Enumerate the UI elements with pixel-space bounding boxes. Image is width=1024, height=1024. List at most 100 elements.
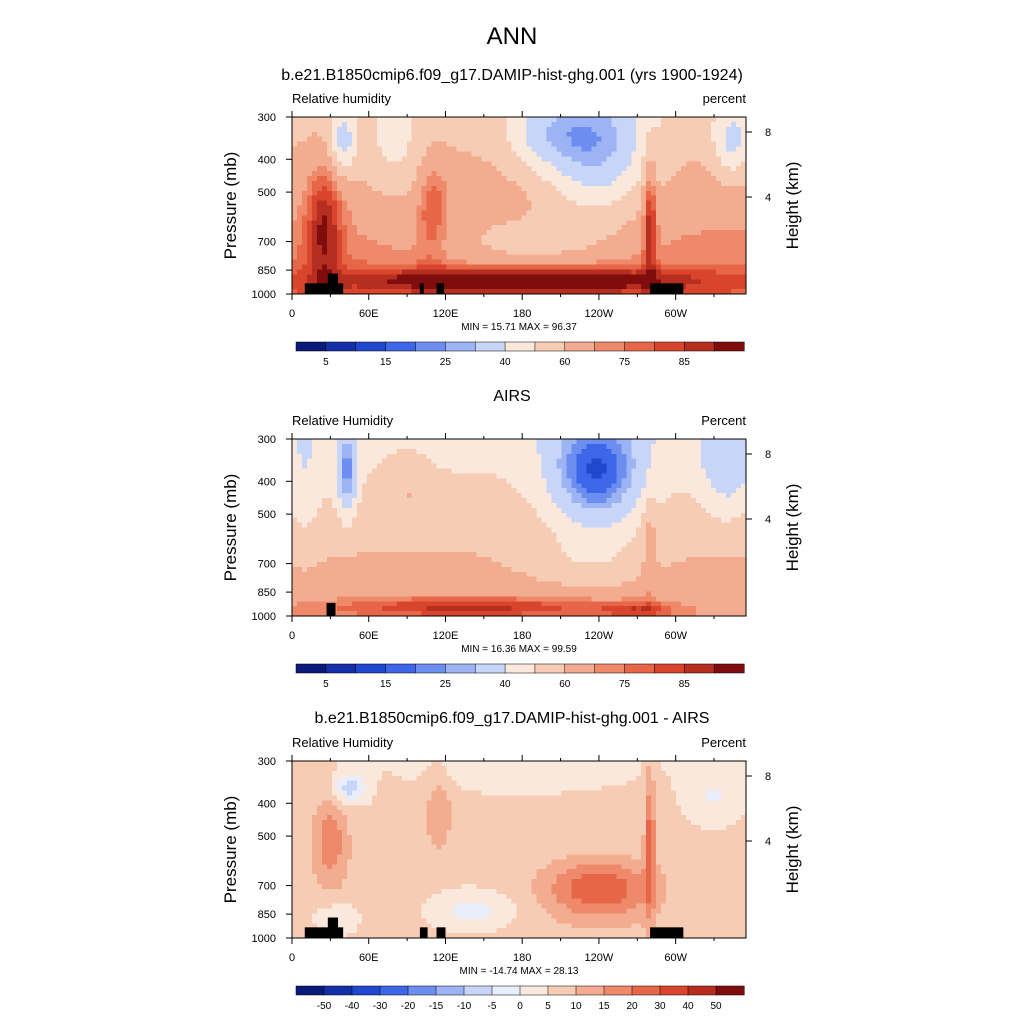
contour-cell — [361, 284, 368, 290]
contour-cell — [371, 200, 378, 207]
contour-cell — [401, 166, 408, 172]
contour-cell — [706, 259, 712, 266]
contour-cell — [411, 596, 418, 602]
contour-cell — [436, 274, 443, 280]
contour-cell — [296, 225, 303, 231]
contour-cell — [336, 448, 343, 455]
contour-cell — [711, 200, 717, 207]
contour-cell — [636, 190, 642, 197]
contour-cell — [366, 274, 373, 280]
contour-cell — [531, 284, 538, 290]
contour-cell — [431, 547, 438, 553]
contour-cell — [506, 557, 513, 563]
contour-cell — [696, 151, 702, 157]
contour-cell — [666, 190, 672, 197]
contour-cell — [611, 171, 617, 177]
contour-cell — [631, 156, 637, 162]
contour-cell — [516, 488, 523, 494]
contour-cell — [471, 502, 478, 509]
contour-cell — [716, 235, 722, 241]
contour-cell — [426, 576, 433, 583]
contour-cell — [576, 220, 582, 226]
contour-cell — [706, 215, 712, 221]
contour-cell — [461, 156, 468, 162]
contour-cell — [506, 259, 513, 266]
contour-cell — [661, 215, 667, 221]
contour-cell — [721, 244, 727, 251]
contour-cell — [651, 225, 657, 231]
contour-cell — [341, 601, 348, 607]
contour-cell — [551, 146, 558, 153]
contour-cell — [461, 586, 468, 593]
contour-cell — [531, 200, 538, 207]
contour-cell — [326, 458, 333, 465]
contour-cell — [591, 195, 597, 202]
contour-cell — [511, 141, 518, 148]
contour-cell — [516, 225, 523, 231]
contour-cell — [311, 606, 318, 612]
contour-cell — [586, 121, 592, 128]
contour-cell — [296, 215, 303, 221]
contour-cell — [721, 220, 727, 226]
contour-cell — [486, 581, 493, 588]
contour-cell — [711, 279, 717, 285]
contour-cell — [651, 131, 657, 138]
contour-cell — [541, 225, 548, 231]
contour-cell — [731, 126, 737, 133]
contour-cell — [486, 205, 493, 212]
contour-cell — [621, 185, 627, 192]
contour-cell — [561, 254, 567, 261]
contour-cell — [496, 606, 503, 612]
contour-cell — [416, 235, 423, 241]
contour-cell — [736, 220, 742, 226]
contour-cell — [451, 517, 458, 524]
contour-cell — [411, 522, 418, 529]
contour-cell — [461, 200, 468, 207]
contour-cell — [561, 269, 567, 275]
contour-cell — [626, 200, 632, 207]
contour-cell — [626, 180, 632, 187]
contour-cell — [501, 126, 508, 133]
contour-cell — [701, 176, 707, 182]
contour-cell — [631, 171, 637, 177]
contour-cell — [511, 576, 518, 583]
contour-cell — [366, 488, 373, 494]
contour-cell — [296, 552, 303, 558]
contour-cell — [471, 205, 478, 212]
contour-cell — [701, 195, 707, 202]
contour-cell — [356, 468, 363, 475]
contour-cell — [556, 249, 563, 256]
contour-cell — [391, 141, 398, 148]
contour-cell — [486, 586, 493, 593]
contour-cell — [501, 264, 508, 271]
contour-cell — [446, 161, 453, 167]
contour-cell — [456, 498, 463, 504]
contour-cell — [486, 259, 493, 266]
contour-cell — [726, 254, 732, 261]
contour-cell — [361, 156, 368, 162]
contour-cell — [516, 259, 523, 266]
contour-cell — [621, 180, 627, 187]
contour-cell — [656, 200, 662, 207]
contour-cell — [686, 190, 692, 197]
contour-cell — [546, 259, 553, 266]
contour-cell — [356, 126, 363, 133]
contour-cell — [351, 498, 358, 504]
contour-cell — [406, 606, 413, 612]
contour-cell — [351, 264, 358, 271]
contour-cell — [441, 200, 448, 207]
contour-cell — [346, 507, 353, 514]
contour-cell — [296, 205, 303, 212]
contour-cell — [496, 596, 503, 602]
contour-cell — [501, 581, 508, 588]
contour-cell — [426, 498, 433, 504]
contour-cell — [491, 185, 498, 192]
contour-cell — [361, 502, 368, 509]
contour-cell — [341, 586, 348, 593]
contour-cell — [476, 200, 483, 207]
contour-cell — [511, 468, 518, 475]
contour-cell — [611, 151, 617, 157]
contour-cell — [421, 230, 428, 236]
contour-cell — [416, 259, 423, 266]
contour-cell — [401, 468, 408, 475]
